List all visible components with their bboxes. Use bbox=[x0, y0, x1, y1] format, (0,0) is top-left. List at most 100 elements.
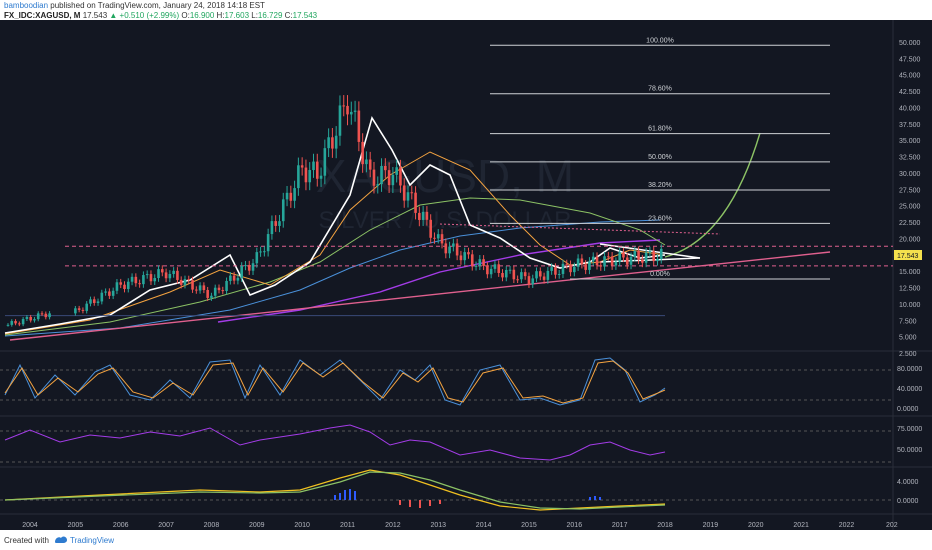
chart-area[interactable]: XAGUSD, M SILVER / U.S. DOLLAR bbox=[0, 20, 932, 530]
resistance-dotted bbox=[439, 223, 721, 235]
candle-body bbox=[221, 290, 225, 292]
fibonacci-layer[interactable]: 100.00% 78.60% 61.80% 50.00% 38.20% 23.60% 0.0… bbox=[490, 37, 830, 280]
candle-body bbox=[48, 313, 51, 318]
candle-body bbox=[327, 137, 330, 149]
candle-body bbox=[334, 135, 338, 149]
candle-body bbox=[357, 110, 361, 142]
candle-body bbox=[421, 211, 425, 220]
open-value: 16.900 bbox=[189, 11, 215, 20]
close-label: C: bbox=[284, 11, 293, 20]
candle-body bbox=[210, 295, 213, 298]
candle-body bbox=[610, 256, 614, 266]
candle-body bbox=[512, 269, 516, 280]
time-tick-label: 2021 bbox=[793, 522, 809, 529]
candle-body bbox=[229, 275, 232, 281]
triangle-lower bbox=[599, 257, 701, 263]
candle-body bbox=[312, 161, 315, 171]
candle-body bbox=[497, 264, 501, 273]
price-axis[interactable]: 50.000 47.500 45.000 42.500 40.000 37.500 35.0… bbox=[899, 40, 921, 358]
candle-body bbox=[584, 264, 587, 270]
candle-body bbox=[44, 313, 48, 318]
candle-body bbox=[425, 211, 429, 220]
candle-body bbox=[293, 188, 296, 201]
oscillator-tick-label: 40.0000 bbox=[897, 386, 922, 393]
candle-body bbox=[168, 273, 172, 279]
candle-body bbox=[74, 308, 77, 314]
candle-body bbox=[14, 321, 17, 324]
candle-body bbox=[399, 167, 402, 186]
time-tick-label: 2018 bbox=[657, 522, 673, 529]
candle-body bbox=[535, 271, 538, 279]
oscillator-tick-label: 80.0000 bbox=[897, 366, 922, 373]
published-text: published on TradingView.com, January 24… bbox=[50, 1, 265, 10]
candle-body bbox=[108, 291, 111, 296]
time-tick-label: 2005 bbox=[68, 522, 84, 529]
tradingview-brand[interactable]: TradingView bbox=[70, 536, 115, 545]
price-tick-label: 7.500 bbox=[899, 318, 917, 325]
sma-blue-line bbox=[4, 219, 661, 337]
macd-signal-line bbox=[4, 471, 666, 510]
time-tick-label: 2020 bbox=[748, 522, 764, 529]
price-tick-label: 35.000 bbox=[899, 138, 921, 145]
projection-curve bbox=[664, 132, 761, 258]
candle-body bbox=[198, 285, 202, 291]
fib-level-label: 100.00% bbox=[646, 37, 674, 44]
candle-body bbox=[115, 282, 119, 291]
author-link[interactable]: bamboodian bbox=[4, 1, 49, 10]
candle-body bbox=[463, 252, 466, 261]
price-change: +0.510 (+2.99%) bbox=[119, 11, 180, 20]
candle-body bbox=[361, 141, 364, 165]
price-tick-label: 22.500 bbox=[899, 220, 921, 227]
stochastic-pane bbox=[0, 357, 893, 406]
created-with-text: Created with bbox=[4, 536, 49, 545]
candle-body bbox=[591, 256, 595, 262]
candle-body bbox=[206, 290, 209, 298]
price-tick-label: 30.000 bbox=[899, 171, 921, 178]
candle-body bbox=[467, 252, 470, 255]
tradingview-logo-icon[interactable] bbox=[54, 534, 68, 546]
candle-body bbox=[433, 237, 436, 239]
fib-level-label: 38.20% bbox=[648, 182, 672, 189]
candle-body bbox=[452, 243, 455, 247]
candle-body bbox=[244, 265, 247, 267]
fib-level-label: 23.60% bbox=[648, 215, 672, 222]
candle-body bbox=[391, 174, 395, 186]
ohlc-legend: FX_IDC:XAGUSD, M 17.543 ▲ +0.510 (+2.99%… bbox=[4, 11, 317, 20]
candle-body bbox=[346, 105, 349, 115]
time-tick-label: 2010 bbox=[294, 522, 310, 529]
candle-body bbox=[266, 234, 270, 252]
time-tick-label: 2007 bbox=[158, 522, 174, 529]
oscillator-tick-label: 0.0000 bbox=[897, 406, 919, 413]
candle-body bbox=[111, 290, 115, 296]
chart-header: bamboodian published on TradingView.com,… bbox=[0, 0, 932, 20]
sma-green-line bbox=[4, 197, 666, 336]
candle-body bbox=[516, 279, 519, 281]
candle-body bbox=[410, 192, 414, 194]
candle-body bbox=[387, 170, 391, 186]
candle-body bbox=[486, 265, 489, 275]
candle-body bbox=[648, 251, 652, 253]
symbol-label[interactable]: FX_IDC:XAGUSD, M bbox=[4, 11, 81, 20]
candle-body bbox=[470, 254, 474, 267]
candle-body bbox=[444, 243, 448, 254]
candle-body bbox=[119, 282, 123, 285]
time-tick-label: 2011 bbox=[340, 522, 355, 529]
horizontal-levels[interactable] bbox=[5, 245, 893, 317]
candle-body bbox=[281, 199, 285, 222]
open-label: O: bbox=[181, 11, 190, 20]
rsi-pane bbox=[0, 424, 893, 463]
candle-body bbox=[656, 258, 659, 262]
candle-body bbox=[489, 268, 493, 275]
time-tick-label: 2008 bbox=[204, 522, 220, 529]
candle-body bbox=[319, 175, 323, 179]
candle-body bbox=[289, 192, 293, 201]
candle-body bbox=[448, 246, 451, 254]
candle-body bbox=[6, 324, 10, 326]
candle-body bbox=[395, 167, 398, 175]
candle-body bbox=[255, 252, 259, 264]
time-axis[interactable]: 2004 2005 2006 2007 2008 2009 2010 2011 2012 2013… bbox=[22, 522, 898, 529]
candle-body bbox=[353, 110, 357, 112]
fib-level-label: 0.00% bbox=[650, 271, 670, 278]
candle-body bbox=[315, 161, 319, 179]
chart-svg[interactable]: XAGUSD, M SILVER / U.S. DOLLAR bbox=[0, 20, 932, 530]
